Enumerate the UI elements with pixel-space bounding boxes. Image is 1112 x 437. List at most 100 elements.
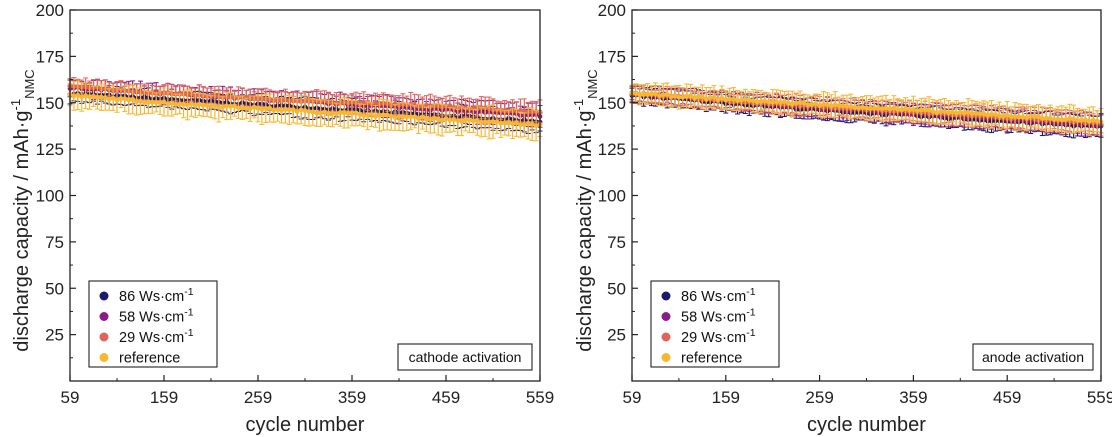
data-point [649,91,654,97]
y-axis-label: discharge capacity / mAh·g-1NMC [571,69,600,351]
data-point [514,120,519,126]
data-point [122,96,128,102]
data-point [758,99,764,104]
data-point [236,105,241,111]
data-point [1028,114,1034,119]
data-point [384,112,390,118]
data-point [836,103,842,109]
data-point [333,111,339,117]
y-axis-label-sub: NMC [22,69,37,99]
data-point [142,99,147,105]
data-point [357,112,363,118]
data-point [529,121,535,127]
data-point [746,97,752,103]
data-point [204,103,210,108]
y-axis-label-sup: -1 [571,99,586,111]
data-point [1086,119,1092,124]
data-point [645,91,651,97]
x-tick-label: 359 [899,388,927,407]
data-point [965,109,971,115]
data-point [220,104,226,110]
x-tick-label: 59 [623,388,642,407]
data-point [1020,114,1026,120]
data-point [930,109,936,114]
x-tick-label: 359 [338,388,366,407]
series-4 [629,82,1104,137]
data-point [1094,118,1100,124]
data-point [525,120,531,126]
data-point [330,111,335,116]
data-point [1000,113,1006,119]
y-tick-label: 100 [36,187,64,206]
data-point [793,100,799,106]
legend-item: 58 Ws·cm-1 [99,307,194,326]
y-axis-label-sup: -1 [8,99,23,111]
annotation-box [397,343,533,371]
data-point [723,97,729,103]
data-point [439,117,445,123]
data-point [91,93,96,99]
data-point [914,108,920,113]
data-point [852,105,858,111]
data-point [471,118,476,124]
data-point [157,100,163,106]
data-point [181,102,186,107]
data-point [149,99,155,105]
data-point [435,116,441,122]
data-point [87,94,92,100]
annotation: cathode activation [397,343,533,371]
data-point [467,117,472,123]
data-point [973,110,979,116]
data-point [533,123,539,129]
data-point [1071,116,1077,122]
x-axis: 59 159 259 359 459 559 [61,375,554,407]
data-point [126,97,132,103]
data-point [1008,114,1014,120]
data-point [911,107,916,112]
data-point [871,105,877,111]
data-point [431,115,437,121]
series-4 [67,80,543,142]
data-point [832,102,838,108]
data-point [934,110,940,116]
data-point [797,100,803,106]
legend-label-main: 86 Ws·cm [119,289,184,305]
data-point [427,117,433,122]
data-point [828,103,834,109]
x-tick-label: 259 [244,388,272,407]
data-point [977,111,983,117]
legend-item: 58 Ws·cm-1 [661,307,756,326]
data-point [1032,114,1037,119]
x-axis-label: cycle number [807,414,926,436]
data-point [173,101,179,107]
data-point [95,95,100,100]
data-point [424,102,429,108]
legend-label-sup: -1 [746,307,755,319]
data-point [404,114,410,120]
legend-item: 86 Ws·cm-1 [99,286,194,305]
data-point [1047,115,1053,121]
data-point [345,110,351,116]
data-point [494,119,500,125]
legend-marker [99,291,109,301]
y-tick-label: 125 [36,140,64,159]
annotation-label: anode activation [982,349,1084,365]
data-point [903,106,908,112]
data-point [1039,116,1045,121]
data-point [805,102,811,108]
y-tick-label: 25 [607,326,626,345]
legend-label-sup: -1 [746,327,755,339]
legend-item: reference [99,351,180,367]
data-point [891,105,897,111]
data-point [373,113,378,119]
data-point [1079,117,1084,123]
data-point [75,93,81,98]
x-tick-label: 159 [712,388,740,407]
data-point [455,118,461,124]
data-point [486,119,492,125]
data-point [145,100,151,105]
data-point [950,109,955,115]
data-point [490,119,496,124]
legend-item: 29 Ws·cm-1 [661,327,756,346]
data-point [243,105,249,111]
